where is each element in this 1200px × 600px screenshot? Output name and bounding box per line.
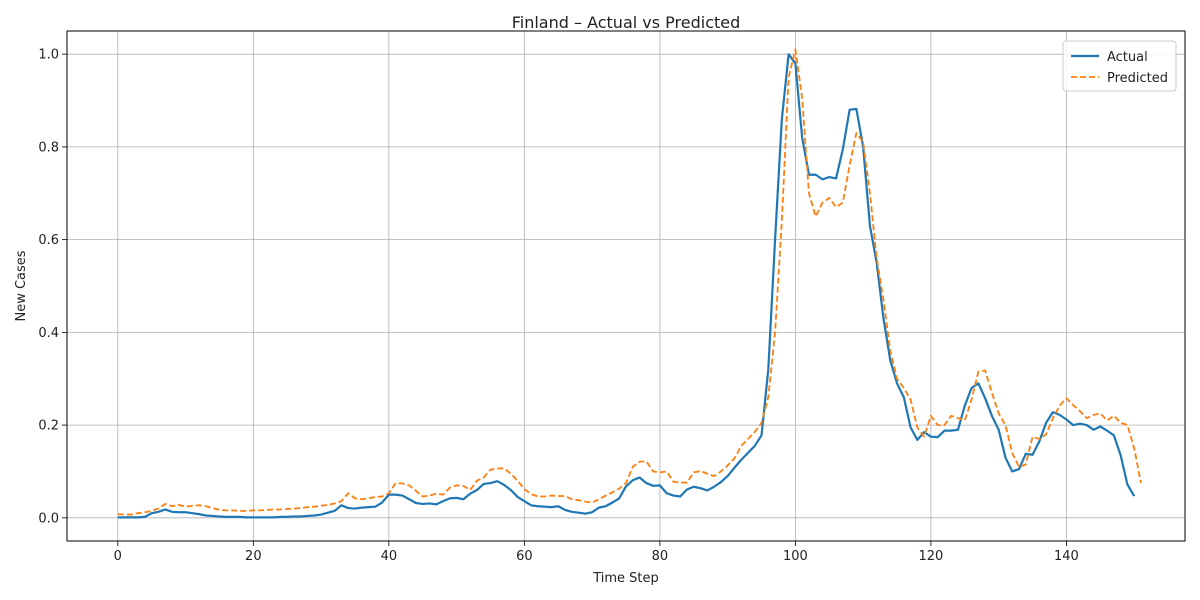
series-layer [117,48,1142,519]
ticks: 0 20 40 60 80 100 120 140 0.0 0.2 0.4 0.6 0.8 1.0 [38,48,1079,564]
grid [67,31,1185,541]
legend: Actual Predicted [1062,40,1177,92]
series-line-actual [117,53,1136,519]
x-tick-label: 80 [652,549,669,564]
chart-title: Finland – Actual vs Predicted [512,13,741,32]
x-tick-label: 100 [783,549,808,564]
legend-label-actual: Actual [1107,50,1148,65]
series-line-predicted [117,48,1142,516]
plot-frame [66,30,1186,542]
legend-box [1062,40,1177,92]
x-tick-label: 20 [245,549,262,564]
y-tick-label: 0.0 [38,511,59,526]
y-tick-label: 0.2 [38,419,59,434]
y-tick-label: 0.6 [38,233,59,248]
x-tick-label: 40 [381,549,398,564]
x-tick-label: 60 [516,549,533,564]
x-tick-label: 120 [918,549,943,564]
y-tick-label: 0.4 [38,326,59,341]
y-tick-label: 1.0 [38,48,59,63]
y-tick-label: 0.8 [38,140,59,155]
x-tick-label: 0 [114,549,122,564]
x-axis-label: Time Step [592,571,659,586]
x-tick-label: 140 [1054,549,1079,564]
legend-label-predicted: Predicted [1107,71,1168,86]
y-axis-label: New Cases [14,250,29,321]
